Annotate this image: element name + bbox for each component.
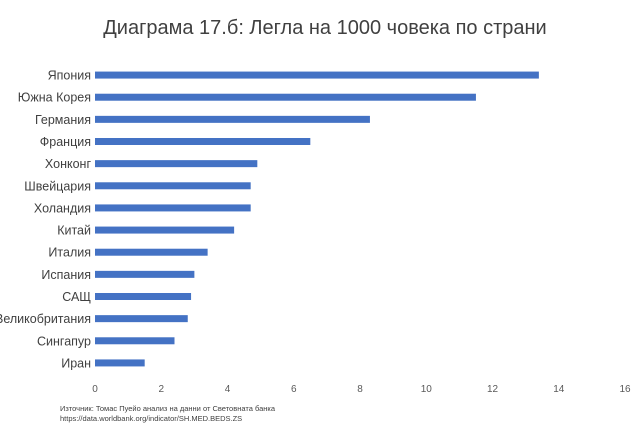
category-label: Китай — [57, 224, 91, 238]
x-tick-label: 10 — [421, 384, 433, 395]
bar — [95, 71, 539, 79]
bar — [95, 204, 251, 212]
category-label: САЩ — [62, 290, 91, 304]
category-label: Сингапур — [37, 334, 91, 348]
source-note: Източник: Томас Пуейо анализ на данни от… — [60, 404, 276, 413]
bar — [95, 93, 476, 101]
x-tick-label: 8 — [357, 384, 363, 395]
x-tick-label: 2 — [158, 384, 164, 395]
category-label: Иран — [61, 356, 91, 370]
bar — [95, 226, 235, 234]
bar — [95, 182, 251, 190]
category-label: Италия — [48, 246, 91, 260]
category-label: Франция — [40, 135, 91, 149]
category-label: Япония — [48, 69, 91, 83]
bar — [95, 160, 258, 168]
source-url: https://data.worldbank.org/indicator/SH.… — [60, 414, 242, 423]
bar — [95, 248, 208, 256]
category-label: Великобритания — [0, 312, 91, 326]
bar — [95, 359, 145, 367]
category-label: Испания — [41, 268, 91, 282]
category-label: Германия — [35, 113, 91, 127]
bar — [95, 293, 192, 300]
x-tick-label: 12 — [487, 384, 499, 395]
x-tick-label: 0 — [92, 384, 98, 395]
bar — [95, 115, 370, 123]
x-tick-label: 16 — [619, 384, 631, 395]
bar — [95, 270, 195, 278]
category-label: Южна Корея — [18, 91, 91, 105]
x-tick-label: 6 — [291, 384, 297, 395]
category-label: Холандия — [34, 201, 91, 215]
bar — [95, 138, 311, 145]
x-tick-label: 14 — [553, 384, 565, 395]
x-tick-label: 4 — [225, 384, 231, 395]
bar — [95, 337, 175, 345]
bar — [95, 315, 188, 323]
category-label: Хонконг — [45, 157, 92, 171]
plot-area: Япония Южна Корея Германия Франция Хонконг Шв… — [0, 69, 631, 395]
category-label: Швейцария — [24, 179, 91, 193]
chart-title: Диаграма 17.б: Легла на 1000 човека по с… — [103, 17, 546, 39]
